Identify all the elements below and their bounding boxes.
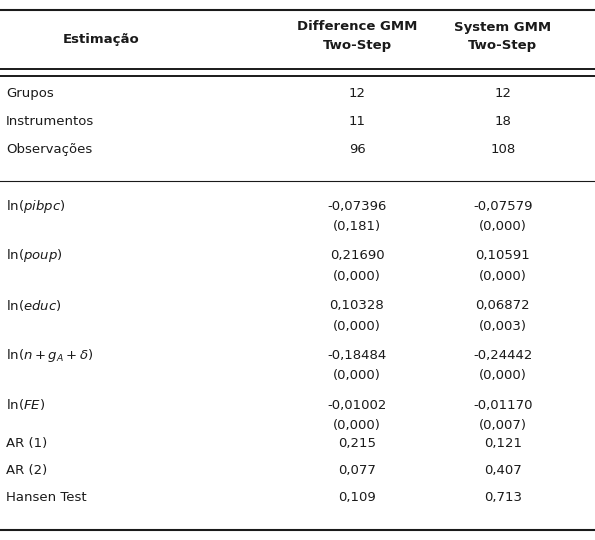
- Text: 96: 96: [349, 143, 365, 156]
- Text: (0,000): (0,000): [333, 320, 381, 333]
- Text: (0,000): (0,000): [333, 419, 381, 432]
- Text: 0,121: 0,121: [484, 437, 522, 450]
- Text: 0,077: 0,077: [338, 464, 376, 477]
- Text: (0,000): (0,000): [333, 369, 381, 382]
- Text: ln($FE$): ln($FE$): [6, 397, 45, 413]
- Text: 0,21690: 0,21690: [330, 249, 384, 262]
- Text: (0,003): (0,003): [479, 320, 527, 333]
- Text: Observações: Observações: [6, 143, 92, 156]
- Text: 12: 12: [494, 87, 511, 100]
- Text: -0,01002: -0,01002: [327, 399, 387, 411]
- Text: System GMM: System GMM: [454, 21, 552, 33]
- Text: (0,000): (0,000): [333, 270, 381, 283]
- Text: ln($poup$): ln($poup$): [6, 247, 62, 265]
- Text: 108: 108: [490, 143, 515, 156]
- Text: -0,01170: -0,01170: [473, 399, 533, 411]
- Text: AR (2): AR (2): [6, 464, 47, 477]
- Text: Hansen Test: Hansen Test: [6, 491, 87, 504]
- Text: 0,10328: 0,10328: [330, 299, 384, 312]
- Text: 18: 18: [494, 115, 511, 128]
- Text: -0,07579: -0,07579: [473, 200, 533, 213]
- Text: 0,407: 0,407: [484, 464, 522, 477]
- Text: -0,18484: -0,18484: [327, 349, 387, 362]
- Text: AR (1): AR (1): [6, 437, 47, 450]
- Text: ln($pibpc$): ln($pibpc$): [6, 198, 65, 215]
- Text: 0,10591: 0,10591: [475, 249, 530, 262]
- Text: -0,07396: -0,07396: [327, 200, 387, 213]
- Text: (0,000): (0,000): [479, 220, 527, 233]
- Text: 12: 12: [349, 87, 365, 100]
- Text: ln($educ$): ln($educ$): [6, 298, 61, 313]
- Text: Grupos: Grupos: [6, 87, 54, 100]
- Text: Estimação: Estimação: [63, 33, 139, 46]
- Text: 0,713: 0,713: [484, 491, 522, 504]
- Text: 0,215: 0,215: [338, 437, 376, 450]
- Text: Two-Step: Two-Step: [468, 39, 537, 52]
- Text: (0,000): (0,000): [479, 270, 527, 283]
- Text: 11: 11: [349, 115, 365, 128]
- Text: Two-Step: Two-Step: [322, 39, 392, 52]
- Text: (0,000): (0,000): [479, 369, 527, 382]
- Text: Difference GMM: Difference GMM: [297, 21, 417, 33]
- Text: 0,109: 0,109: [338, 491, 376, 504]
- Text: (0,007): (0,007): [479, 419, 527, 432]
- Text: Instrumentos: Instrumentos: [6, 115, 94, 128]
- Text: 0,06872: 0,06872: [475, 299, 530, 312]
- Text: -0,24442: -0,24442: [473, 349, 533, 362]
- Text: (0,181): (0,181): [333, 220, 381, 233]
- Text: ln($n + g_A + \delta$): ln($n + g_A + \delta$): [6, 347, 93, 364]
